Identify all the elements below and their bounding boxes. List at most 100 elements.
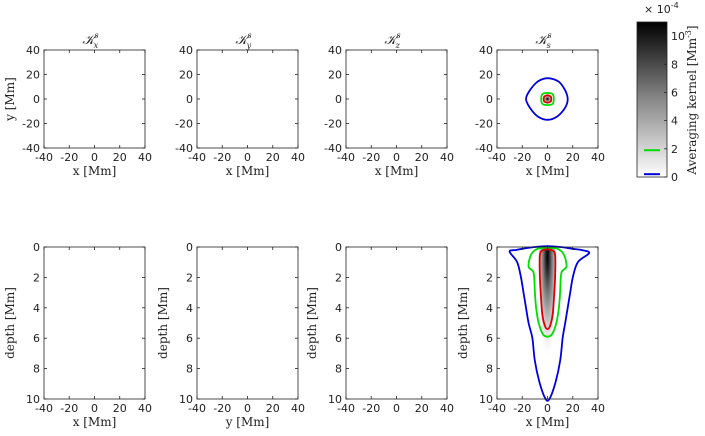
y-tick-label: 20 xyxy=(479,69,493,82)
x-axis-label: x [Mm] xyxy=(526,164,570,178)
x-tick-label: -40 xyxy=(488,402,506,415)
colorbar-scale: × 10-4 xyxy=(644,1,679,16)
colorbar-gradient xyxy=(636,21,668,178)
y-tick-label: 2 xyxy=(186,271,193,284)
panel-p5: -40 -20 0 20 40 0 2 4 6 8 10 x [Mm] depth [Mm] xyxy=(3,241,152,429)
y-tick-label: 4 xyxy=(186,302,193,315)
contour-2 xyxy=(538,248,557,331)
x-axis-label: y [Mm] xyxy=(225,415,270,429)
x-tick-label: 40 xyxy=(440,402,454,415)
x-tick-label: 40 xyxy=(591,402,605,415)
x-tick-label: -40 xyxy=(188,151,206,164)
y-tick-label: 10 xyxy=(26,393,40,406)
y-tick-label: 0 xyxy=(486,93,493,106)
x-tick-label: 20 xyxy=(566,151,580,164)
y-tick-label: 20 xyxy=(26,69,40,82)
panel-title: 𝒦s x xyxy=(82,31,98,50)
colorbar: 0 2 4 6 8 10 × 10-4 Averaging kernel [Mm-3] xyxy=(636,1,699,184)
colorbar-tick-label: 0 xyxy=(671,171,678,184)
x-tick-label: -20 xyxy=(513,402,531,415)
panel-title: 𝒦s y xyxy=(235,31,251,50)
x-tick-label: 40 xyxy=(138,402,152,415)
x-tick-label: 0 xyxy=(393,402,400,415)
x-tick-label: 20 xyxy=(415,402,429,415)
contour-1 xyxy=(527,246,568,338)
axes-box xyxy=(345,49,448,149)
y-axis-label: depth [Mm] xyxy=(3,287,17,359)
axes-box xyxy=(43,49,146,149)
colorbar-tick-label: 2 xyxy=(671,143,678,156)
y-axis-label: y [Mm] xyxy=(3,77,17,122)
y-tick-label: 2 xyxy=(33,271,40,284)
contour-1 xyxy=(540,91,555,107)
y-tick-label: 10 xyxy=(328,393,342,406)
y-tick-label: 4 xyxy=(335,302,342,315)
y-axis-label: depth [Mm] xyxy=(156,287,170,359)
axes-box xyxy=(196,246,299,400)
y-tick-label: 6 xyxy=(33,332,40,345)
colorbar-tick-label: 6 xyxy=(671,86,678,99)
y-tick-label: -20 xyxy=(324,118,342,131)
x-tick-label: -40 xyxy=(35,402,53,415)
x-tick-label: 0 xyxy=(544,402,551,415)
y-tick-label: -40 xyxy=(475,142,493,155)
y-tick-label: 40 xyxy=(26,44,40,57)
y-tick-label: 6 xyxy=(186,332,193,345)
x-axis-label: x [Mm] xyxy=(73,164,117,178)
kernel-heatmap xyxy=(538,247,557,392)
contour-2 xyxy=(542,94,553,104)
colorbar-tick-label: 8 xyxy=(671,58,678,71)
x-tick-label: 20 xyxy=(566,402,580,415)
x-tick-label: 40 xyxy=(440,151,454,164)
x-tick-label: 20 xyxy=(266,151,280,164)
panel-title: 𝒦s z xyxy=(384,31,400,50)
y-tick-label: -40 xyxy=(22,142,40,155)
x-axis-label: x [Mm] xyxy=(73,415,117,429)
x-tick-label: 40 xyxy=(291,151,305,164)
x-axis-label: x [Mm] xyxy=(526,415,570,429)
x-tick-label: -20 xyxy=(213,151,231,164)
y-tick-label: 0 xyxy=(335,93,342,106)
x-tick-label: -20 xyxy=(362,151,380,164)
y-tick-label: 40 xyxy=(479,44,493,57)
y-tick-label: 4 xyxy=(486,302,493,315)
y-tick-label: 0 xyxy=(486,241,493,254)
panel-title: 𝒦s s xyxy=(535,31,551,50)
contour-0 xyxy=(508,245,591,402)
axes-box xyxy=(196,49,299,149)
x-tick-label: 20 xyxy=(266,402,280,415)
y-tick-label: 8 xyxy=(335,363,342,376)
x-tick-label: -40 xyxy=(188,402,206,415)
y-tick-label: 0 xyxy=(335,241,342,254)
contour-0 xyxy=(525,77,569,121)
y-tick-label: 20 xyxy=(328,69,342,82)
y-tick-label: 2 xyxy=(486,271,493,284)
y-tick-label: -20 xyxy=(175,118,193,131)
colorbar-tick-label: 10 xyxy=(671,30,685,43)
y-tick-label: -20 xyxy=(475,118,493,131)
panel-p7: -40 -20 0 20 40 0 2 4 6 8 10 depth [Mm] xyxy=(305,241,454,415)
y-tick-label: -20 xyxy=(22,118,40,131)
y-tick-label: 0 xyxy=(186,93,193,106)
y-tick-label: 8 xyxy=(186,363,193,376)
panel-p4: -40 -20 0 20 40 40 20 0 -20 -40 x [Mm] 𝒦s s xyxy=(475,31,605,178)
x-tick-label: -40 xyxy=(337,151,355,164)
panel-p8: -40 -20 0 20 40 0 2 4 6 8 10 x [Mm] depth [Mm] xyxy=(456,241,605,429)
x-axis-label: x [Mm] xyxy=(226,164,270,178)
y-axis-label: depth [Mm] xyxy=(456,287,470,359)
x-tick-label: -40 xyxy=(35,151,53,164)
x-tick-label: 20 xyxy=(113,151,127,164)
x-tick-label: 0 xyxy=(91,402,98,415)
y-tick-label: 8 xyxy=(33,363,40,376)
x-tick-label: 0 xyxy=(393,151,400,164)
y-tick-label: -40 xyxy=(175,142,193,155)
x-tick-label: 0 xyxy=(91,151,98,164)
x-tick-label: 40 xyxy=(291,402,305,415)
x-tick-label: 20 xyxy=(415,151,429,164)
x-tick-label: -20 xyxy=(362,402,380,415)
y-axis-label: depth [Mm] xyxy=(305,287,319,359)
panel-p1: -40 -20 0 20 40 40 20 0 -20 -40 x [Mm] y [Mm] 𝒦s x xyxy=(3,31,152,178)
panel-p2: -40 -20 0 20 40 40 20 0 -20 -40 x [Mm] 𝒦s y xyxy=(175,31,305,178)
x-tick-label: -40 xyxy=(337,402,355,415)
